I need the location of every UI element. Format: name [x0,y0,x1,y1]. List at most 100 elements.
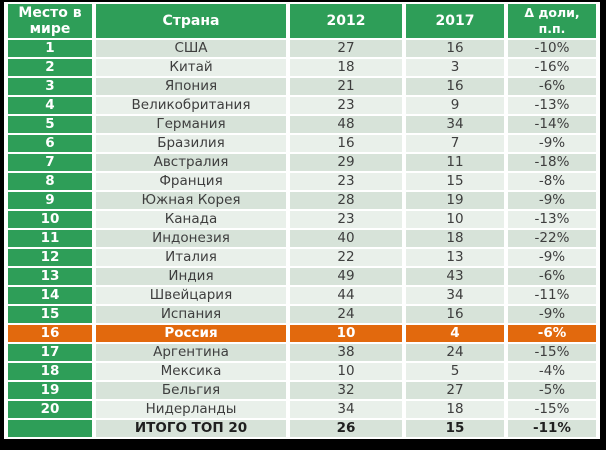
table-row: 17 Аргентина 38 24 -15% [8,344,596,361]
rank-cell: 1 [8,40,92,57]
rank-cell: 12 [8,249,92,266]
value-2012-cell: 23 [290,173,402,190]
value-2017-cell: 18 [406,230,504,247]
delta-cell: -14% [508,116,596,133]
country-cell: ИТОГО ТОП 20 [96,420,286,437]
table-row: 2 Китай 18 3 -16% [8,59,596,76]
rank-cell: 19 [8,382,92,399]
value-2012-cell: 22 [290,249,402,266]
delta-cell: -15% [508,401,596,418]
delta-cell: -6% [508,325,596,342]
value-2017-cell: 24 [406,344,504,361]
table-header: Место в мире Страна 2012 2017 Δ доли, п.… [8,4,596,38]
delta-cell: -9% [508,306,596,323]
country-cell: Индия [96,268,286,285]
rank-cell: 16 [8,325,92,342]
value-2012-cell: 44 [290,287,402,304]
rank-cell: 4 [8,97,92,114]
value-2017-cell: 7 [406,135,504,152]
table-row: 13 Индия 49 43 -6% [8,268,596,285]
value-2012-cell: 48 [290,116,402,133]
country-cell: США [96,40,286,57]
table-row: 9 Южная Корея 28 19 -9% [8,192,596,209]
value-2017-cell: 43 [406,268,504,285]
country-cell: Австралия [96,154,286,171]
table-row-highlight-russia: 16 Россия 10 4 -6% [8,325,596,342]
rank-cell [8,420,92,437]
value-2012-cell: 10 [290,325,402,342]
rank-cell: 5 [8,116,92,133]
value-2012-cell: 16 [290,135,402,152]
country-cell: Китай [96,59,286,76]
value-2012-cell: 23 [290,211,402,228]
delta-cell: -13% [508,97,596,114]
table-row: 15 Испания 24 16 -9% [8,306,596,323]
value-2012-cell: 27 [290,40,402,57]
value-2017-cell: 11 [406,154,504,171]
table-body: 1 США 27 16 -10% 2 Китай 18 3 -16% 3 Япония 21 16 -6% 4… [8,40,596,437]
value-2017-cell: 34 [406,287,504,304]
table-row: 7 Австралия 29 11 -18% [8,154,596,171]
rank-cell: 6 [8,135,92,152]
country-ranking-table: Место в мире Страна 2012 2017 Δ доли, п.… [4,2,600,439]
rank-cell: 3 [8,78,92,95]
value-2017-cell: 9 [406,97,504,114]
value-2017-cell: 16 [406,306,504,323]
table-row: 14 Швейцария 44 34 -11% [8,287,596,304]
delta-cell: -16% [508,59,596,76]
country-cell: Бразилия [96,135,286,152]
value-2012-cell: 29 [290,154,402,171]
value-2017-cell: 3 [406,59,504,76]
table-row: 10 Канада 23 10 -13% [8,211,596,228]
value-2012-cell: 23 [290,97,402,114]
value-2012-cell: 18 [290,59,402,76]
rank-cell: 14 [8,287,92,304]
rank-cell: 15 [8,306,92,323]
table-row: 3 Япония 21 16 -6% [8,78,596,95]
rank-cell: 17 [8,344,92,361]
country-cell: Испания [96,306,286,323]
country-cell: Канада [96,211,286,228]
value-2017-cell: 27 [406,382,504,399]
value-2017-cell: 15 [406,420,504,437]
delta-cell: -22% [508,230,596,247]
value-2012-cell: 32 [290,382,402,399]
header-year-2012: 2012 [290,4,402,38]
delta-cell: -5% [508,382,596,399]
table-row: 8 Франция 23 15 -8% [8,173,596,190]
country-cell: Мексика [96,363,286,380]
table-row: 5 Германия 48 34 -14% [8,116,596,133]
country-cell: Германия [96,116,286,133]
country-cell: Италия [96,249,286,266]
delta-cell: -6% [508,268,596,285]
delta-cell: -18% [508,154,596,171]
header-country: Страна [96,4,286,38]
delta-cell: -11% [508,420,596,437]
value-2017-cell: 4 [406,325,504,342]
country-cell: Южная Корея [96,192,286,209]
country-cell: Индонезия [96,230,286,247]
country-cell: Россия [96,325,286,342]
country-cell: Аргентина [96,344,286,361]
table-row: 6 Бразилия 16 7 -9% [8,135,596,152]
value-2017-cell: 15 [406,173,504,190]
delta-cell: -15% [508,344,596,361]
value-2017-cell: 34 [406,116,504,133]
value-2012-cell: 28 [290,192,402,209]
table-row: 19 Бельгия 32 27 -5% [8,382,596,399]
header-delta-share: Δ доли, п.п. [508,4,596,38]
value-2012-cell: 38 [290,344,402,361]
delta-cell: -9% [508,249,596,266]
table-row: 20 Нидерланды 34 18 -15% [8,401,596,418]
country-cell: Япония [96,78,286,95]
table-row: 18 Мексика 10 5 -4% [8,363,596,380]
delta-cell: -9% [508,135,596,152]
country-cell: Бельгия [96,382,286,399]
rank-cell: 7 [8,154,92,171]
header-rank: Место в мире [8,4,92,38]
value-2017-cell: 13 [406,249,504,266]
delta-cell: -9% [508,192,596,209]
delta-cell: -13% [508,211,596,228]
value-2017-cell: 5 [406,363,504,380]
value-2017-cell: 16 [406,40,504,57]
